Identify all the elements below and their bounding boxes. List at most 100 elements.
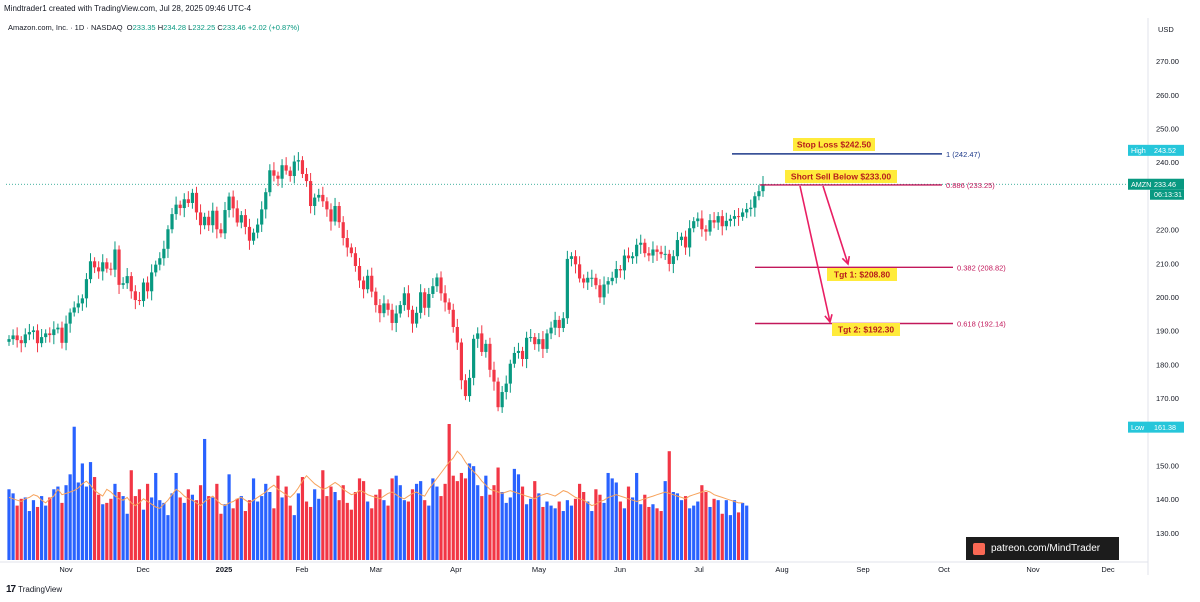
volume-bar	[647, 506, 651, 560]
candle-body	[736, 216, 741, 218]
candle-body	[158, 258, 162, 265]
fib-level-label: 0.618 (192.14)	[957, 319, 1006, 328]
volume-bar	[374, 494, 378, 560]
volume-bar	[166, 515, 170, 560]
annotation-box	[827, 268, 897, 281]
candle-body	[537, 339, 541, 345]
volume-bar	[317, 498, 321, 560]
candle-body	[101, 262, 105, 272]
candle-body	[374, 291, 378, 306]
volume-bar	[386, 505, 390, 560]
volume-bar	[223, 504, 227, 560]
volume-bar	[476, 485, 480, 560]
volume-bar	[321, 470, 325, 560]
candle-body	[496, 381, 500, 408]
candle-body	[696, 218, 700, 222]
candle-body	[313, 197, 317, 207]
candle-body	[488, 343, 492, 370]
candle-body	[467, 377, 472, 397]
volume-bar	[683, 496, 688, 560]
volume-bar	[141, 509, 146, 560]
x-tick-label: Nov	[59, 565, 73, 574]
volume-bar	[194, 500, 199, 560]
candle-body	[329, 209, 333, 222]
candle-body	[386, 303, 390, 310]
candle-body	[276, 175, 280, 179]
candle-body	[577, 264, 582, 279]
candle-body	[231, 196, 235, 209]
low-price-tag-bg	[1128, 421, 1184, 433]
volume-bar	[504, 502, 508, 560]
currency-label: USD	[1158, 25, 1174, 34]
candle-body	[724, 220, 728, 227]
candle-body	[398, 305, 402, 314]
open-value: 233.35	[132, 23, 156, 32]
candle-body	[427, 293, 431, 308]
volume-bar	[573, 498, 578, 560]
high-price-tag-label: High	[1131, 146, 1146, 155]
candle-body	[333, 206, 337, 222]
volume-bar	[745, 505, 749, 560]
candle-body	[753, 196, 757, 208]
volume-bar	[341, 485, 345, 560]
volume-bar	[463, 478, 468, 560]
annotation-box	[793, 138, 875, 151]
volume-bar	[158, 500, 162, 560]
volume-bar	[423, 500, 427, 560]
volume-bar	[113, 483, 117, 560]
candle-body	[23, 334, 27, 344]
candle-body	[529, 337, 533, 339]
candle-body	[598, 285, 602, 298]
volume-bar	[235, 498, 239, 560]
volume-bar	[533, 481, 537, 560]
candle-body	[44, 333, 48, 338]
candle-body	[561, 318, 565, 329]
volume-bar	[215, 483, 219, 560]
volume-bar	[345, 502, 349, 560]
candle-body	[219, 229, 223, 234]
candle-body	[178, 204, 182, 209]
candle-body	[317, 194, 321, 198]
volume-bar	[370, 508, 374, 560]
volume-bar	[292, 515, 296, 560]
candle-body	[361, 280, 366, 290]
symbol-legend: Amazon.com, Inc. · 1D · NASDAQ O233.35 H…	[8, 23, 300, 32]
volume-bar	[557, 501, 561, 560]
candle-body	[337, 206, 341, 223]
volume-bar	[508, 497, 512, 560]
candle-body	[761, 184, 765, 192]
candle-body	[565, 258, 569, 319]
volume-bar	[309, 506, 313, 560]
candle-body	[394, 313, 398, 323]
candle-body	[325, 201, 329, 210]
candle-body	[516, 350, 521, 353]
candle-body	[227, 196, 231, 211]
candle-body	[345, 238, 349, 248]
candle-body	[97, 267, 101, 272]
candle-body	[341, 222, 345, 239]
y-tick-label: 180.00	[1156, 360, 1179, 369]
x-tick-label: Apr	[450, 565, 462, 574]
candle-body	[194, 192, 199, 213]
candle-body	[749, 207, 753, 210]
tradingview-footer[interactable]: 17 TradingView	[6, 584, 62, 595]
candle-body	[357, 265, 362, 281]
volume-bar	[500, 492, 504, 560]
volume-bar	[419, 481, 423, 560]
volume-bar	[361, 481, 366, 560]
target-arrowhead	[841, 255, 851, 266]
candle-body	[154, 264, 158, 273]
volume-bar	[431, 478, 435, 560]
volume-bar	[88, 462, 93, 560]
candle-body	[435, 277, 439, 287]
volume-bar	[626, 486, 631, 560]
volume-bar	[72, 426, 76, 560]
candle-body	[728, 218, 732, 221]
created-by-text: Mindtrader1 created with TradingView.com…	[4, 4, 252, 13]
volume-bar	[492, 485, 496, 560]
volume-bar	[537, 493, 541, 560]
volume-bar	[207, 496, 211, 560]
volume-bar	[52, 489, 56, 560]
candle-body	[667, 253, 671, 264]
